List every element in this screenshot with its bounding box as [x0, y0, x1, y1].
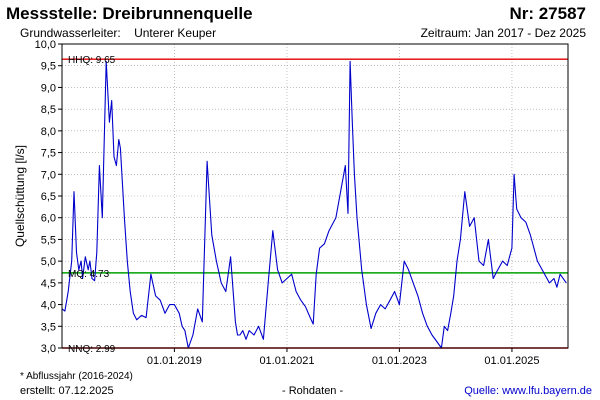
y-tick-label: 9,5	[41, 61, 56, 73]
y-tick-label: 3,0	[41, 343, 56, 355]
y-tick-label: 8,0	[41, 126, 56, 138]
x-tick-label: 01.01.2019	[147, 355, 202, 367]
aquifer-value: Unterer Keuper	[134, 26, 217, 40]
x-tick-label: 01.01.2021	[259, 355, 314, 367]
aquifer-info: Grundwasserleiter: Unterer Keuper	[20, 26, 216, 40]
y-tick-label: 6,0	[41, 213, 56, 225]
y-tick-label: 7,0	[41, 169, 56, 181]
series-line-0	[61, 60, 567, 349]
source-link[interactable]: Quelle: www.lfu.bayern.de	[464, 385, 592, 397]
y-tick-label: 5,5	[41, 234, 56, 246]
ref-label-hhq: HHQ: 9.65	[68, 55, 116, 66]
x-tick-label: 01.01.2023	[372, 355, 427, 367]
raw-data-note: - Rohdaten -	[282, 385, 344, 397]
station-number: Nr: 27587	[509, 4, 586, 23]
plot-frame	[61, 43, 569, 349]
y-tick-label: 8,5	[41, 104, 56, 116]
y-tick-label: 9,0	[41, 82, 56, 94]
ref-label-mq: MQ: 4.73	[68, 269, 110, 280]
created-date: erstellt: 07.12.2025	[20, 385, 114, 397]
y-tick-label: 5,0	[41, 256, 56, 268]
y-tick-label: 3,5	[41, 321, 56, 333]
y-tick-label: 4,0	[41, 300, 56, 312]
y-tick-label: 6,5	[41, 191, 56, 203]
x-tick-label: 01.01.2025	[484, 355, 539, 367]
page-title: Messstelle: Dreibrunnenquelle	[6, 4, 253, 23]
y-tick-label: 4,5	[41, 278, 56, 290]
period-label: Zeitraum: Jan 2017 - Dez 2025	[420, 26, 586, 40]
y-tick-label: 7,5	[41, 148, 56, 160]
footnote: * Abflussjahr (2016-2024)	[20, 371, 133, 382]
aquifer-label: Grundwasserleiter:	[20, 26, 121, 40]
y-axis-label: Quellschüttung [l/s]	[13, 145, 27, 247]
ref-label-nnq: NNQ: 2.99	[68, 344, 116, 355]
y-tick-label: 10,0	[35, 39, 56, 51]
